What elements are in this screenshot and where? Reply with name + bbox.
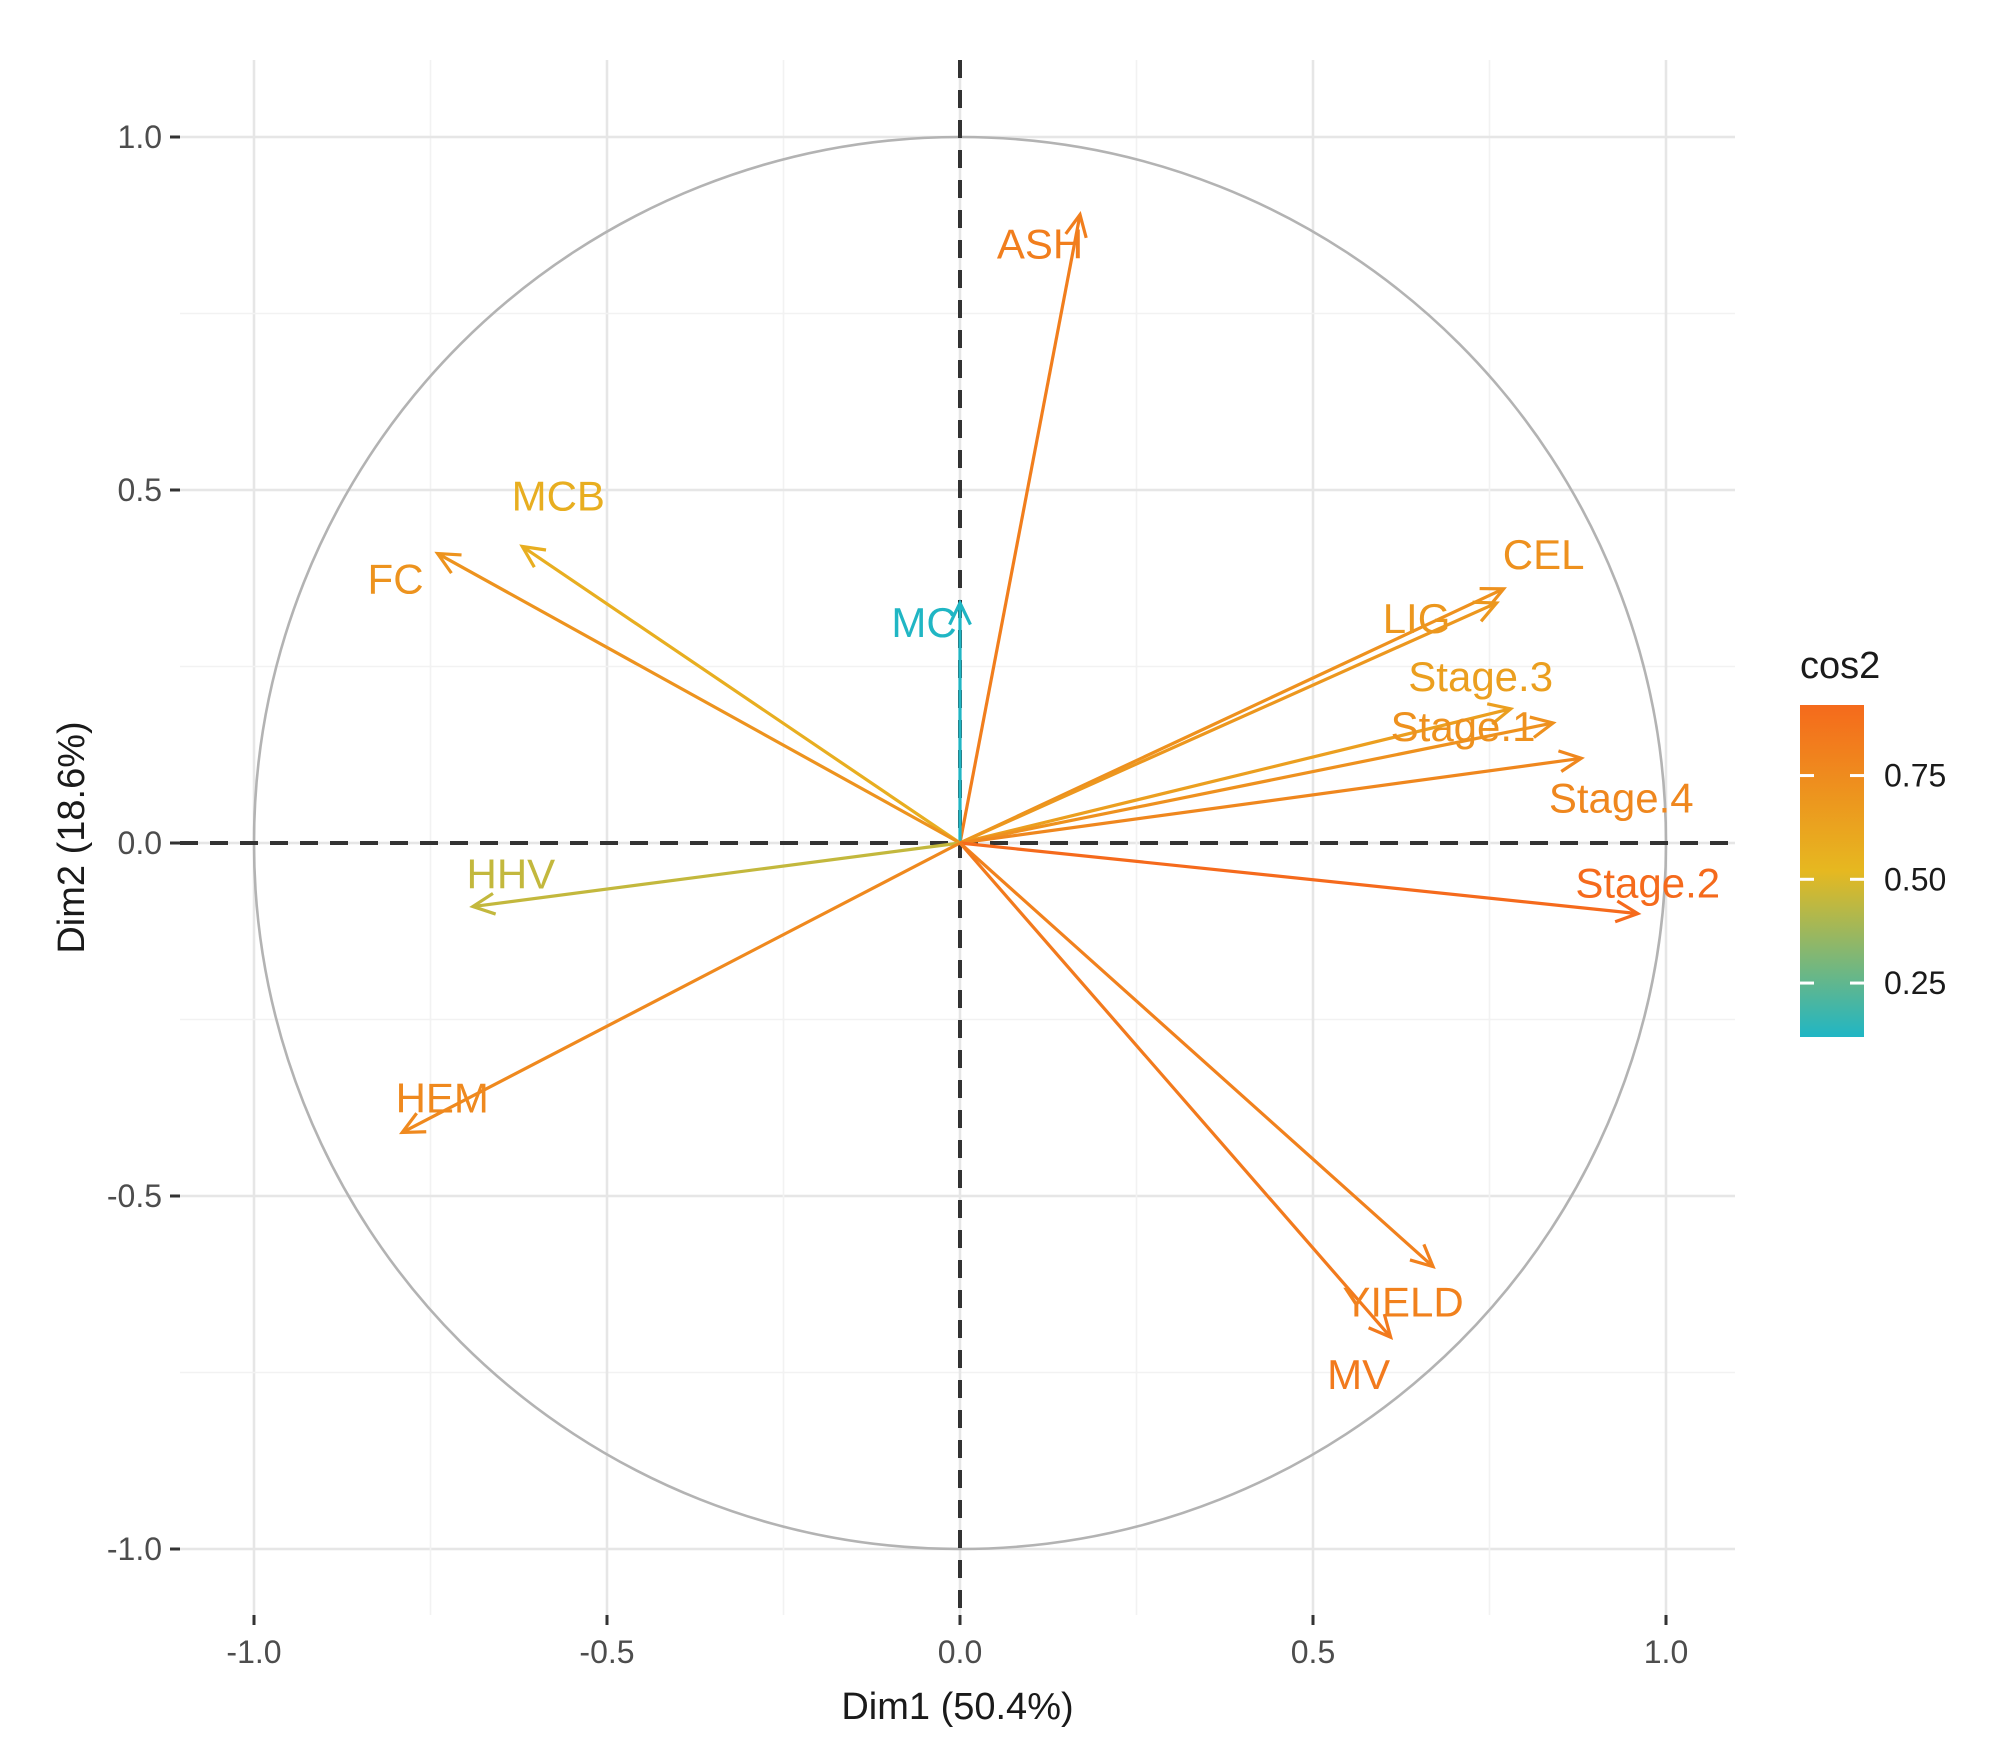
arrow-head <box>1486 702 1515 726</box>
arrow-mv <box>958 841 1394 1340</box>
arrow-head <box>519 544 547 569</box>
variable-label-stage-1: Stage.1 <box>1391 703 1536 750</box>
arrow-head <box>469 892 497 916</box>
arrow-head <box>948 599 972 626</box>
arrow-head <box>1367 1313 1394 1340</box>
grid <box>180 60 1735 1615</box>
reference-lines <box>180 60 1735 1615</box>
x-tick-label: -0.5 <box>579 1634 634 1670</box>
x-tick-label: 1.0 <box>1644 1634 1688 1670</box>
x-axis-title: Dim1 (50.4%) <box>841 1686 1073 1728</box>
legend: cos2 0.75 0.50 0.25 <box>1800 645 1946 1037</box>
axis-titles: Dim1 (50.4%) Dim2 (18.6%) <box>51 721 1074 1728</box>
variable-label-mv: MV <box>1327 1351 1390 1398</box>
arrow-shaft <box>401 841 961 1134</box>
variable-label-mc: MC <box>891 599 956 646</box>
variable-label-ash: ASH <box>997 221 1083 268</box>
arrow-shaft <box>436 552 961 845</box>
legend-label: 0.25 <box>1884 965 1946 1001</box>
arrow-shaft <box>521 545 961 845</box>
arrow-head <box>1614 899 1642 924</box>
arrow-head <box>434 551 462 575</box>
arrow-mc <box>948 599 972 843</box>
y-tick-label: 1.0 <box>118 119 162 155</box>
arrow-hhv <box>469 841 961 916</box>
variable-label-stage-4: Stage.4 <box>1549 774 1694 821</box>
arrow-stage-1 <box>959 715 1557 845</box>
arrow-yield <box>958 841 1436 1270</box>
variable-label-yield: YIELD <box>1342 1279 1463 1326</box>
arrow-shaft <box>959 756 1582 845</box>
legend-label: 0.75 <box>1884 758 1946 794</box>
arrow-shaft <box>472 841 961 909</box>
arrow-shaft <box>958 214 1082 844</box>
arrow-head <box>1479 586 1507 609</box>
variable-label-lig: LIG <box>1383 595 1451 642</box>
axis-ticks: -1.0 -0.5 0.0 0.5 1.0 1.0 0.5 0.0 -0.5 -1.0 <box>107 119 1688 1670</box>
x-tick-label: 0.5 <box>1291 1634 1335 1670</box>
variable-label-mcb: MCB <box>512 472 605 519</box>
y-tick-label: 0.5 <box>118 472 162 508</box>
arrow-head <box>1472 600 1500 623</box>
y-tick-label: -0.5 <box>107 1178 162 1214</box>
arrow-head <box>1064 211 1088 239</box>
arrow-head <box>1409 1243 1436 1270</box>
arrow-stage-3 <box>959 702 1515 845</box>
legend-label: 0.50 <box>1884 861 1946 897</box>
arrow-fc <box>434 551 961 845</box>
arrow-ash <box>958 211 1088 844</box>
variable-label-hem: HEM <box>396 1074 489 1121</box>
arrow-shaft <box>959 841 1638 916</box>
variable-label-cel: CEL <box>1503 531 1585 578</box>
arrow-shaft <box>958 841 1435 1268</box>
arrow-stage-2 <box>959 841 1642 924</box>
arrow-hem <box>398 841 961 1135</box>
arrow-cel <box>959 586 1507 845</box>
arrow-head <box>398 1112 427 1135</box>
legend-title: cos2 <box>1800 645 1880 687</box>
y-tick-label: -1.0 <box>107 1531 162 1567</box>
arrow-shaft <box>958 841 1392 1339</box>
arrow-shaft <box>959 721 1554 845</box>
arrow-lig <box>959 600 1500 845</box>
arrow-mcb <box>519 544 961 845</box>
y-tick-label: 0.0 <box>118 825 162 861</box>
arrow-shaft <box>959 707 1512 845</box>
variable-label-stage-2: Stage.2 <box>1575 860 1720 907</box>
arrow-stage-4 <box>959 749 1585 845</box>
y-axis-title: Dim2 (18.6%) <box>51 721 93 953</box>
arrow-head <box>1529 715 1557 739</box>
x-tick-label: -1.0 <box>226 1634 281 1670</box>
arrow-shaft <box>959 587 1505 845</box>
legend-colorbar <box>1800 705 1864 1037</box>
variable-label-fc: FC <box>368 556 424 603</box>
variable-label-stage-3: Stage.3 <box>1408 653 1553 700</box>
x-tick-label: 0.0 <box>938 1634 982 1670</box>
arrow-head <box>1557 749 1585 773</box>
variable-arrows <box>398 211 1642 1340</box>
variable-label-hhv: HHV <box>467 851 556 898</box>
arrow-shaft <box>959 601 1498 845</box>
